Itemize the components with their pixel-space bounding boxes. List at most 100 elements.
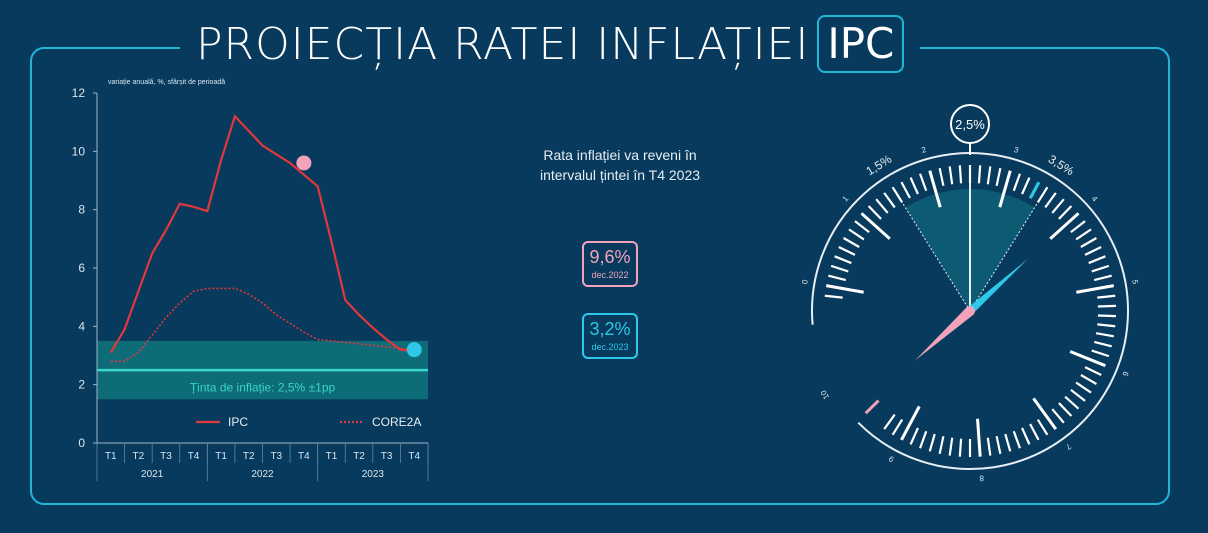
major-tick bbox=[1049, 212, 1080, 240]
minor-tick bbox=[1029, 423, 1040, 441]
gauge-number: 7 bbox=[1064, 442, 1073, 452]
y-tick-label: 8 bbox=[78, 203, 85, 217]
x-tick-label: T3 bbox=[381, 451, 393, 462]
gauge-number: 2 bbox=[920, 145, 927, 155]
minor-tick bbox=[1080, 237, 1097, 248]
caption-line-1: Rata inflației va reveni în bbox=[543, 147, 697, 163]
y-tick-label: 4 bbox=[78, 319, 85, 333]
gauge-number: 4 bbox=[1090, 194, 1100, 204]
minor-tick bbox=[1091, 264, 1110, 273]
minor-tick bbox=[1084, 366, 1102, 376]
y-tick-label: 6 bbox=[78, 261, 85, 275]
major-tick bbox=[1069, 350, 1106, 368]
x-tick-label: T3 bbox=[160, 451, 172, 462]
gauge-number: 0 bbox=[800, 278, 810, 284]
minor-tick bbox=[1064, 395, 1080, 410]
title-ipc-box: IPC bbox=[817, 15, 905, 73]
minor-tick bbox=[938, 167, 945, 187]
minor-tick bbox=[891, 186, 904, 204]
minor-tick bbox=[1093, 274, 1112, 282]
minor-tick bbox=[977, 165, 982, 184]
minor-tick bbox=[995, 167, 1002, 187]
major-tick bbox=[900, 405, 921, 441]
badge-dec-2023: 3,2% dec.2023 bbox=[582, 313, 638, 359]
x-tick-label: T2 bbox=[243, 451, 255, 462]
projection-caption: Rata inflației va reveni în intervalul ț… bbox=[500, 145, 740, 185]
x-tick-label: T4 bbox=[408, 451, 420, 462]
minor-tick bbox=[883, 413, 896, 430]
series-core2a bbox=[110, 287, 415, 363]
gauge-number: 6 bbox=[1120, 370, 1130, 378]
needle-cyan bbox=[967, 258, 1028, 314]
minor-tick bbox=[1012, 430, 1021, 449]
major-tick bbox=[860, 212, 891, 240]
x-tick-label: T2 bbox=[353, 451, 365, 462]
gauge-number: 9 bbox=[887, 454, 896, 464]
minor-tick bbox=[938, 435, 945, 455]
major-tick bbox=[825, 284, 864, 294]
accent-tick bbox=[1029, 181, 1041, 199]
x-tick-label: T4 bbox=[298, 451, 310, 462]
gauge-center-label: 2,5% bbox=[955, 117, 985, 132]
minor-tick bbox=[1088, 255, 1106, 265]
minor-tick bbox=[843, 237, 860, 248]
minor-tick bbox=[909, 427, 919, 445]
minor-tick bbox=[919, 173, 928, 192]
minor-tick bbox=[1036, 186, 1049, 204]
x-tick-label: T1 bbox=[326, 451, 338, 462]
minor-tick bbox=[828, 274, 847, 282]
badge-date: dec.2022 bbox=[591, 270, 629, 280]
minor-tick bbox=[1044, 192, 1057, 209]
minor-tick bbox=[909, 177, 919, 195]
legend-label: CORE2A bbox=[372, 415, 421, 429]
major-tick bbox=[976, 418, 982, 457]
minor-tick bbox=[1004, 433, 1012, 452]
x-tick-label: T1 bbox=[105, 451, 117, 462]
needle-hub bbox=[965, 306, 975, 316]
minor-tick bbox=[1080, 374, 1097, 385]
badge-value: 9,6% bbox=[589, 247, 631, 267]
x-tick-label: T1 bbox=[215, 451, 227, 462]
badge-value: 3,2% bbox=[589, 319, 631, 339]
year-label: 2021 bbox=[141, 469, 164, 480]
minor-tick bbox=[1070, 388, 1086, 402]
needle-pink bbox=[915, 307, 974, 361]
major-tick bbox=[1032, 397, 1058, 430]
minor-tick bbox=[958, 438, 963, 457]
minor-tick bbox=[1097, 323, 1116, 328]
series-ipc bbox=[109, 114, 415, 354]
highlight-marker bbox=[296, 155, 312, 171]
y-tick-label: 0 bbox=[78, 436, 85, 450]
minor-tick bbox=[867, 205, 882, 220]
gauge-number: 1 bbox=[841, 194, 851, 204]
y-tick-label: 2 bbox=[78, 378, 85, 392]
year-label: 2022 bbox=[251, 469, 274, 480]
x-tick-label: T4 bbox=[188, 451, 200, 462]
minor-tick bbox=[958, 165, 963, 184]
gauge-outer-arc bbox=[811, 152, 1129, 470]
title-bar: PROIECȚIA RATEI INFLAȚIEI IPC bbox=[180, 12, 921, 76]
minor-tick bbox=[1021, 177, 1031, 195]
major-tick bbox=[928, 170, 942, 208]
badge-dec-2022: 9,6% dec.2022 bbox=[582, 241, 638, 287]
minor-tick bbox=[1097, 294, 1116, 299]
minor-tick bbox=[875, 198, 889, 214]
minor-tick bbox=[1051, 198, 1065, 214]
minor-tick bbox=[1075, 381, 1092, 394]
minor-tick bbox=[948, 166, 954, 185]
caption-line-2: intervalul țintei în T4 2023 bbox=[539, 167, 701, 183]
gauge-number: 5 bbox=[1130, 279, 1140, 285]
major-tick bbox=[1076, 284, 1115, 294]
gauge-number: 10 bbox=[819, 388, 832, 401]
y-tick-label: 12 bbox=[72, 86, 86, 100]
minor-tick bbox=[883, 192, 896, 209]
minor-tick bbox=[1095, 332, 1114, 338]
gauge-number: 8 bbox=[979, 473, 985, 482]
minor-tick bbox=[1097, 314, 1116, 318]
minor-tick bbox=[830, 264, 849, 273]
minor-tick bbox=[1075, 228, 1092, 241]
minor-tick bbox=[891, 418, 904, 436]
minor-tick bbox=[1058, 205, 1073, 220]
inflation-chart: variație anuală, %, sfârșit de perioadă … bbox=[72, 79, 429, 481]
minor-tick bbox=[1070, 220, 1086, 234]
